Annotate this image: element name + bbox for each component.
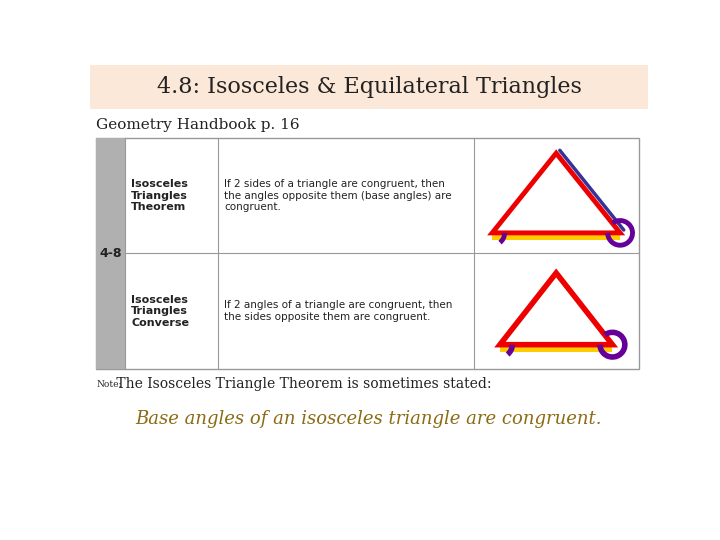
Text: Isosceles
Triangles
Theorem: Isosceles Triangles Theorem (131, 179, 188, 212)
Polygon shape (500, 345, 613, 352)
Text: Base angles of an isosceles triangle are congruent.: Base angles of an isosceles triangle are… (136, 410, 602, 428)
Text: Isosceles
Triangles
Converse: Isosceles Triangles Converse (131, 295, 189, 328)
Text: If 2 sides of a triangle are congruent, then
the angles opposite them (base angl: If 2 sides of a triangle are congruent, … (224, 179, 451, 212)
Text: If 2 angles of a triangle are congruent, then
the sides opposite them are congru: If 2 angles of a triangle are congruent,… (224, 300, 452, 322)
Bar (90, 65, 648, 110)
Text: Note:: Note: (96, 380, 122, 389)
Text: Geometry Handbook p. 16: Geometry Handbook p. 16 (96, 118, 300, 132)
Bar (96, 138, 639, 369)
Text: 4-8: 4-8 (99, 247, 122, 260)
Polygon shape (492, 233, 620, 240)
Text: The Isosceles Triangle Theorem is sometimes stated:: The Isosceles Triangle Theorem is someti… (112, 377, 491, 392)
Text: 4.8: Isosceles & Equilateral Triangles: 4.8: Isosceles & Equilateral Triangles (156, 76, 582, 98)
Bar (96, 138, 125, 369)
